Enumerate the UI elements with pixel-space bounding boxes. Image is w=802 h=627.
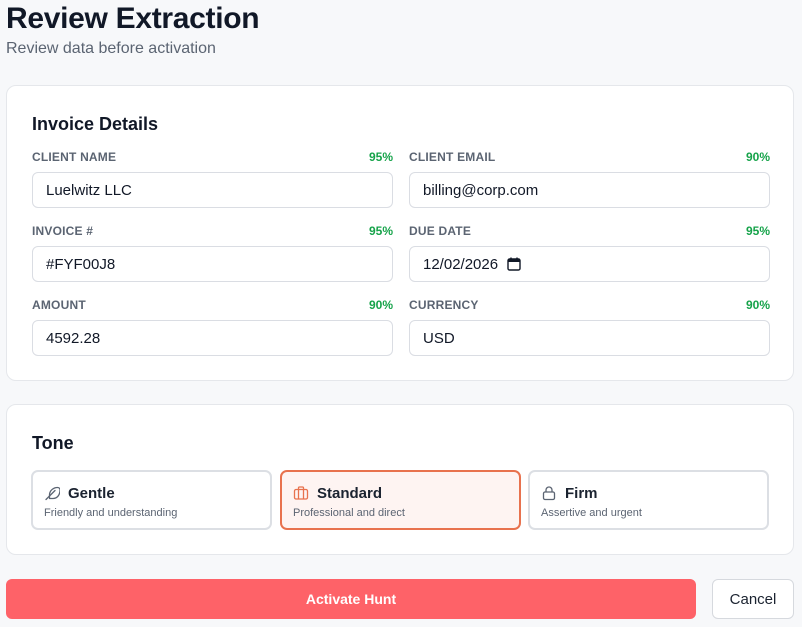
briefcase-icon bbox=[293, 486, 309, 500]
invoice-number-input[interactable] bbox=[32, 246, 393, 282]
currency-field: CURRENCY 90% bbox=[409, 298, 770, 356]
amount-input[interactable] bbox=[32, 320, 393, 356]
feather-icon bbox=[45, 486, 60, 501]
tone-card: Tone Gentle Friendly and understanding bbox=[6, 404, 794, 555]
invoice-number-confidence: 95% bbox=[368, 224, 393, 238]
tone-option-gentle-description: Friendly and understanding bbox=[44, 507, 178, 519]
client-email-input[interactable] bbox=[409, 172, 770, 208]
due-date-value: 12/02/2026 bbox=[423, 255, 499, 273]
tone-option-firm-title: Firm bbox=[565, 484, 598, 502]
amount-label: AMOUNT bbox=[32, 298, 86, 312]
tone-option-gentle[interactable]: Gentle Friendly and understanding bbox=[31, 470, 272, 530]
client-name-confidence: 95% bbox=[368, 150, 393, 164]
page-title: Review Extraction bbox=[6, 2, 260, 35]
invoice-details-title: Invoice Details bbox=[32, 114, 159, 134]
amount-field: AMOUNT 90% bbox=[32, 298, 393, 356]
client-email-confidence: 90% bbox=[745, 150, 770, 164]
tone-option-standard[interactable]: Standard Professional and direct bbox=[280, 470, 521, 530]
due-date-field: DUE DATE 95% 12/02/2026 bbox=[409, 224, 770, 282]
currency-confidence: 90% bbox=[745, 298, 770, 312]
tone-option-firm[interactable]: Firm Assertive and urgent bbox=[528, 470, 769, 530]
client-name-input[interactable] bbox=[32, 172, 393, 208]
tone-option-gentle-title: Gentle bbox=[68, 484, 115, 502]
invoice-number-field: INVOICE # 95% bbox=[32, 224, 393, 282]
page-subtitle: Review data before activation bbox=[6, 40, 216, 57]
tone-option-standard-description: Professional and direct bbox=[293, 507, 405, 519]
activate-hunt-button[interactable]: Activate Hunt bbox=[6, 579, 696, 619]
tone-option-standard-title: Standard bbox=[317, 484, 383, 502]
currency-label: CURRENCY bbox=[409, 298, 479, 312]
invoice-details-card: Invoice Details CLIENT NAME 95% CLIENT E… bbox=[6, 85, 794, 381]
currency-input[interactable] bbox=[409, 320, 770, 356]
client-name-field: CLIENT NAME 95% bbox=[32, 150, 393, 208]
calendar-icon[interactable] bbox=[507, 257, 521, 271]
due-date-input[interactable]: 12/02/2026 bbox=[409, 246, 770, 282]
client-email-field: CLIENT EMAIL 90% bbox=[409, 150, 770, 208]
tone-option-firm-description: Assertive and urgent bbox=[541, 507, 642, 519]
client-name-label: CLIENT NAME bbox=[32, 150, 117, 164]
due-date-label: DUE DATE bbox=[409, 224, 472, 238]
client-email-label: CLIENT EMAIL bbox=[409, 150, 496, 164]
cancel-button[interactable]: Cancel bbox=[712, 579, 794, 619]
invoice-number-label: INVOICE # bbox=[32, 224, 94, 238]
amount-confidence: 90% bbox=[368, 298, 393, 312]
lock-icon bbox=[542, 486, 556, 501]
tone-title: Tone bbox=[32, 433, 74, 453]
due-date-confidence: 95% bbox=[745, 224, 770, 238]
